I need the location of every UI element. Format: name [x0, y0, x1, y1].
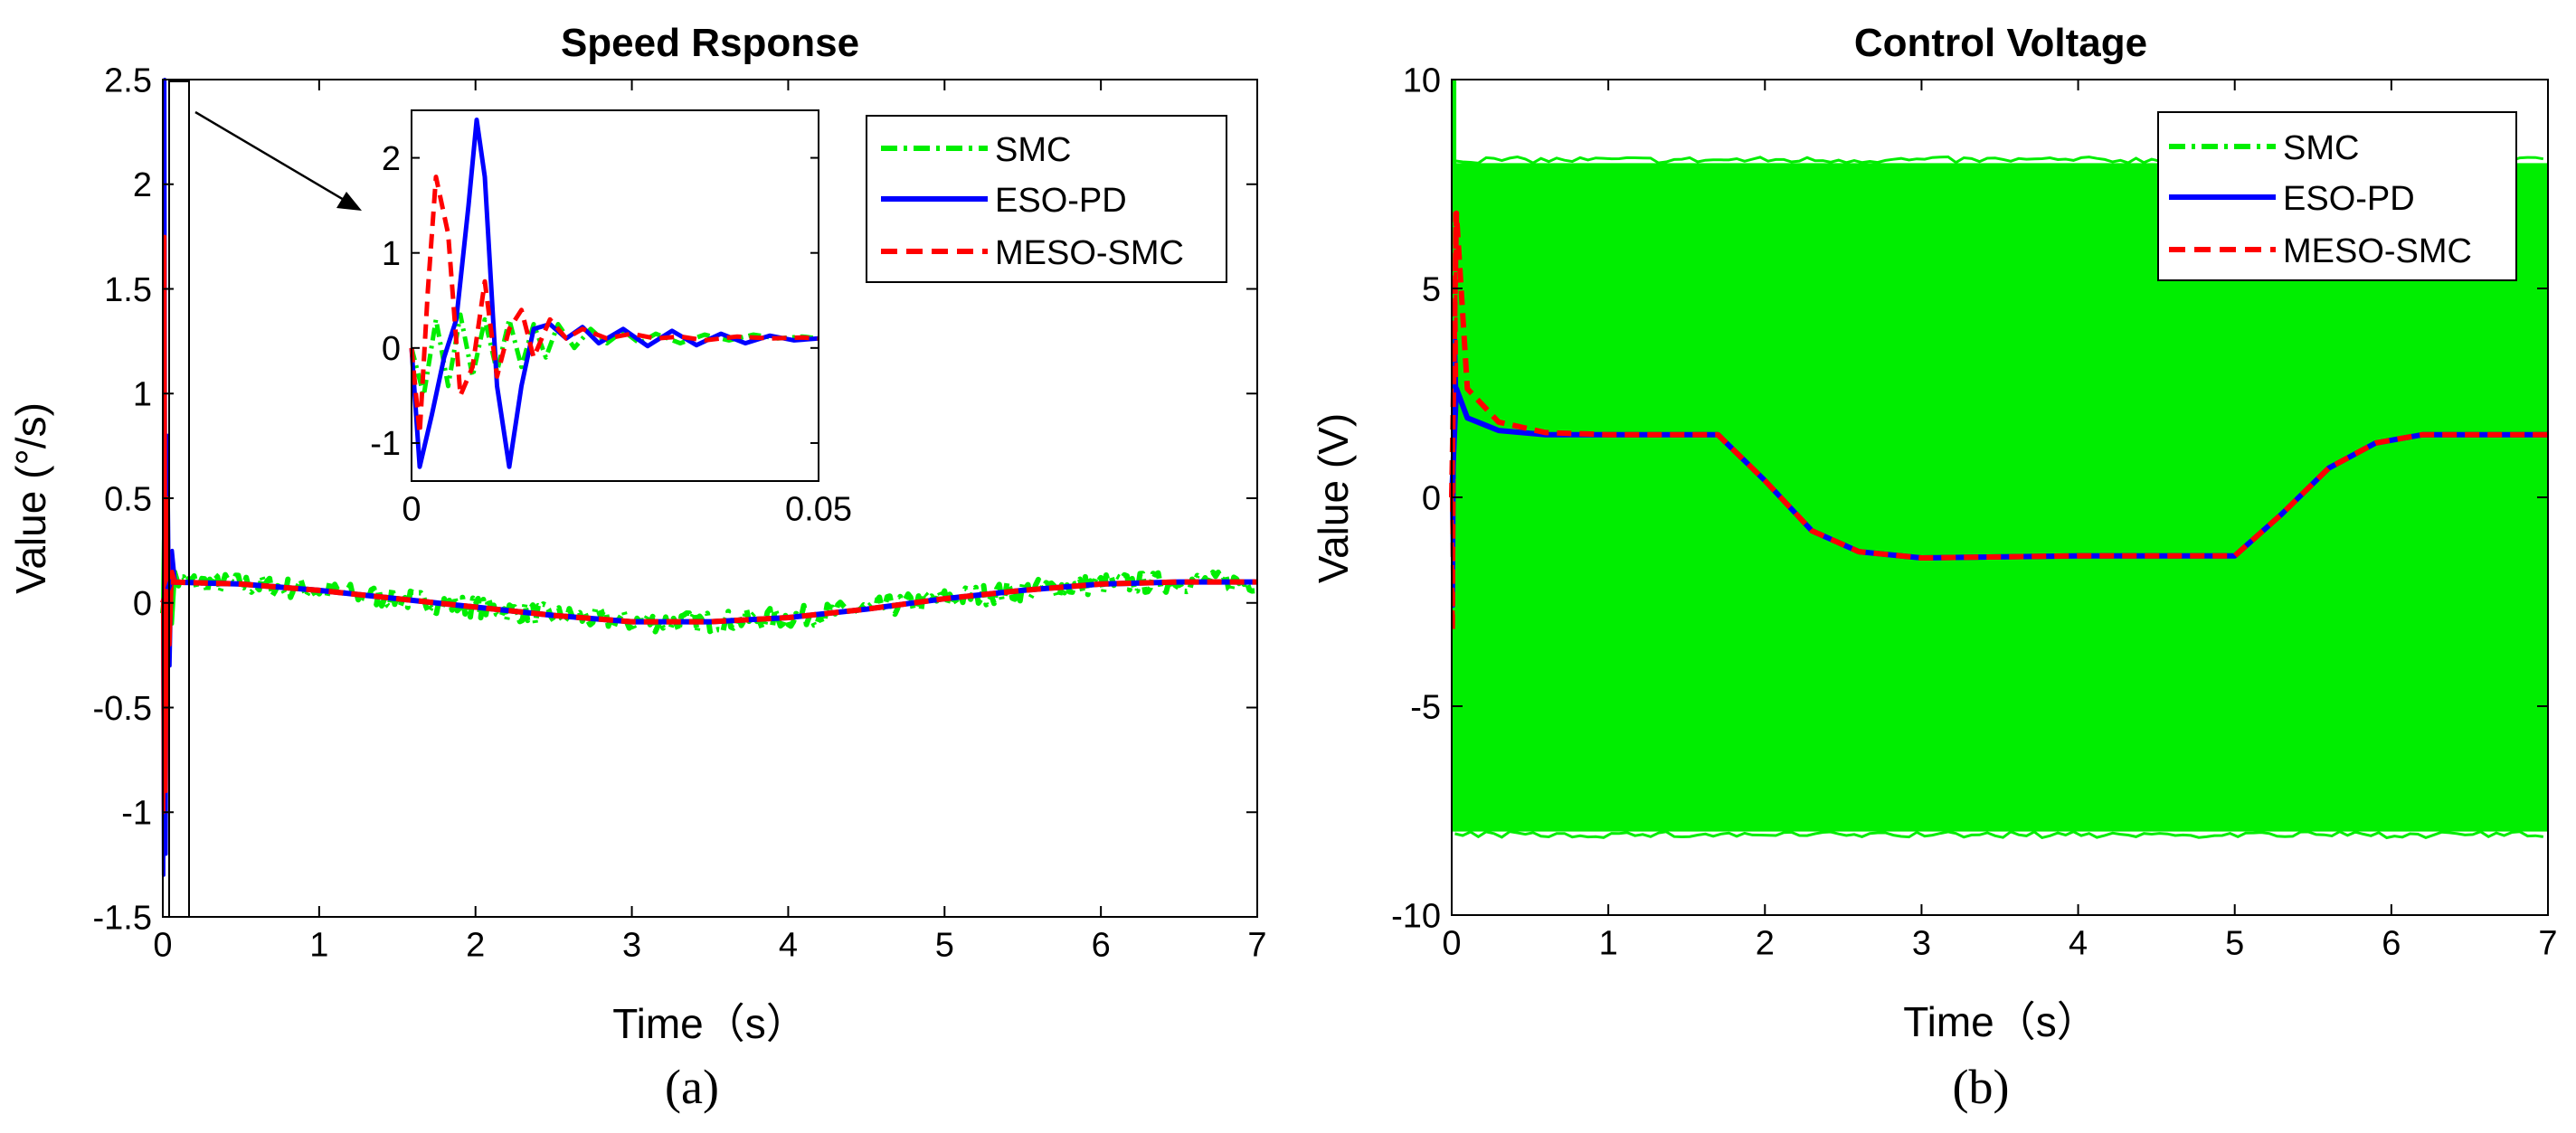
inset-axes-box: [411, 109, 819, 482]
y-tick-label: -0.5: [93, 690, 152, 728]
y-tick-label: 0: [382, 330, 401, 368]
y-tick-label: 2.5: [104, 61, 152, 99]
x-tick-label: 7: [2538, 925, 2557, 963]
y-tick-label: 1: [133, 376, 152, 414]
x-tick-label: 1: [1599, 925, 1618, 963]
smc-band-bottom-edge: [1454, 830, 2544, 840]
x-tick-label: 3: [1912, 925, 1931, 963]
y-tick-label: 2: [133, 166, 152, 204]
x-tick-label: 2: [466, 927, 485, 965]
panel-a-title: Speed Rsponse: [561, 21, 859, 65]
y-tick-label: 5: [1422, 270, 1441, 308]
panel-b-caption: (b): [1953, 1060, 2010, 1114]
x-tick-label: 0: [402, 491, 421, 529]
panel-a-plot-area: [160, 78, 1257, 877]
legend-label-meso-smc: MESO-SMC: [2283, 232, 2472, 270]
y-tick-label: -10: [1391, 897, 1441, 935]
inset-x-ticks: 0 0.05: [402, 110, 852, 529]
x-tick-label: 2: [1756, 925, 1775, 963]
panel-a-ylabel: Value (°/s): [7, 402, 54, 594]
zoom-arrow-head: [336, 192, 362, 211]
y-tick-label: -5: [1410, 688, 1441, 726]
panel-b-title: Control Voltage: [1854, 21, 2147, 65]
x-tick-label: 4: [779, 927, 798, 965]
panel-a-legend: SMC ESO-PD MESO-SMC: [866, 115, 1227, 283]
x-tick-label: 6: [1092, 927, 1111, 965]
x-tick-label: 0: [1442, 925, 1461, 963]
legend-label-meso-smc: MESO-SMC: [995, 234, 1184, 272]
y-tick-label: 2: [382, 140, 401, 178]
inset-meso-smc-line: [409, 175, 819, 436]
y-tick-label: -1: [121, 795, 152, 833]
x-tick-label: 4: [2069, 925, 2088, 963]
y-tick-label: 0: [133, 585, 152, 623]
panel-a-x-ticks: 0 1 2 3 4 5 6 7: [153, 80, 1267, 965]
meso-smc-line: [160, 579, 1257, 625]
meso-smc-line: [1449, 210, 2548, 561]
panel-a-caption: (a): [665, 1060, 719, 1114]
zoom-arrow: [194, 110, 355, 208]
y-tick-label: 10: [1403, 61, 1441, 99]
x-tick-label: 7: [1247, 927, 1266, 965]
y-tick-label: 0: [1422, 479, 1441, 517]
panel-b-xlabel: Time（s）: [1903, 998, 2098, 1045]
legend-label-eso-pd: ESO-PD: [2283, 180, 2415, 218]
inset-background: [412, 110, 819, 481]
x-tick-label: 3: [622, 927, 641, 965]
panel-a-y-ticks: 2.5 2 1.5 1 0.5 0 -0.5 -1 -1.5: [93, 61, 1257, 937]
panel-b-legend: SMC ESO-PD MESO-SMC: [2157, 111, 2517, 281]
inset: 0 0.05 210-1: [370, 109, 852, 529]
y-tick-label: -1: [370, 425, 401, 463]
legend-label-smc: SMC: [995, 131, 1071, 169]
zoom-region-box: [168, 80, 190, 918]
x-tick-label: 1: [309, 927, 328, 965]
x-tick-label: 5: [935, 927, 954, 965]
y-tick-label: -1.5: [93, 899, 152, 937]
x-tick-label: 0: [153, 927, 172, 965]
y-tick-label: 1.5: [104, 271, 152, 309]
inset-y-ticks: 2 1 0 -1: [370, 140, 819, 463]
panel-a-xlabel: Time（s）: [612, 1000, 808, 1047]
panel-b-x-ticks: 0 1 2 3 4 5 6 7: [1442, 80, 2558, 963]
panel-b-y-ticks: 10 5 0 -5 -10: [1391, 61, 2548, 935]
legend-label-eso-pd: ESO-PD: [995, 182, 1127, 220]
panel-b: Control Voltage 0 1 2 3 4 5 6 7 10 5 0 -5 -10 Time（…: [1310, 21, 2558, 1114]
panel-a: Speed Rsponse 0 1 2 3 4 5 6 7 2.5 2 1.5 1 0.5 0 -0.5 -…: [7, 21, 1267, 1114]
y-tick-label: 1: [382, 235, 401, 273]
x-tick-label: 5: [2225, 925, 2244, 963]
legend-label-smc: SMC: [2283, 129, 2359, 167]
inset-plot-area: [409, 118, 819, 469]
y-tick-label: 0.5: [104, 480, 152, 518]
meso-smc-transient: [161, 234, 179, 815]
x-tick-label: 6: [2382, 925, 2401, 963]
x-tick-label: 0.05: [785, 491, 852, 529]
panel-b-ylabel: Value (V): [1310, 413, 1357, 583]
